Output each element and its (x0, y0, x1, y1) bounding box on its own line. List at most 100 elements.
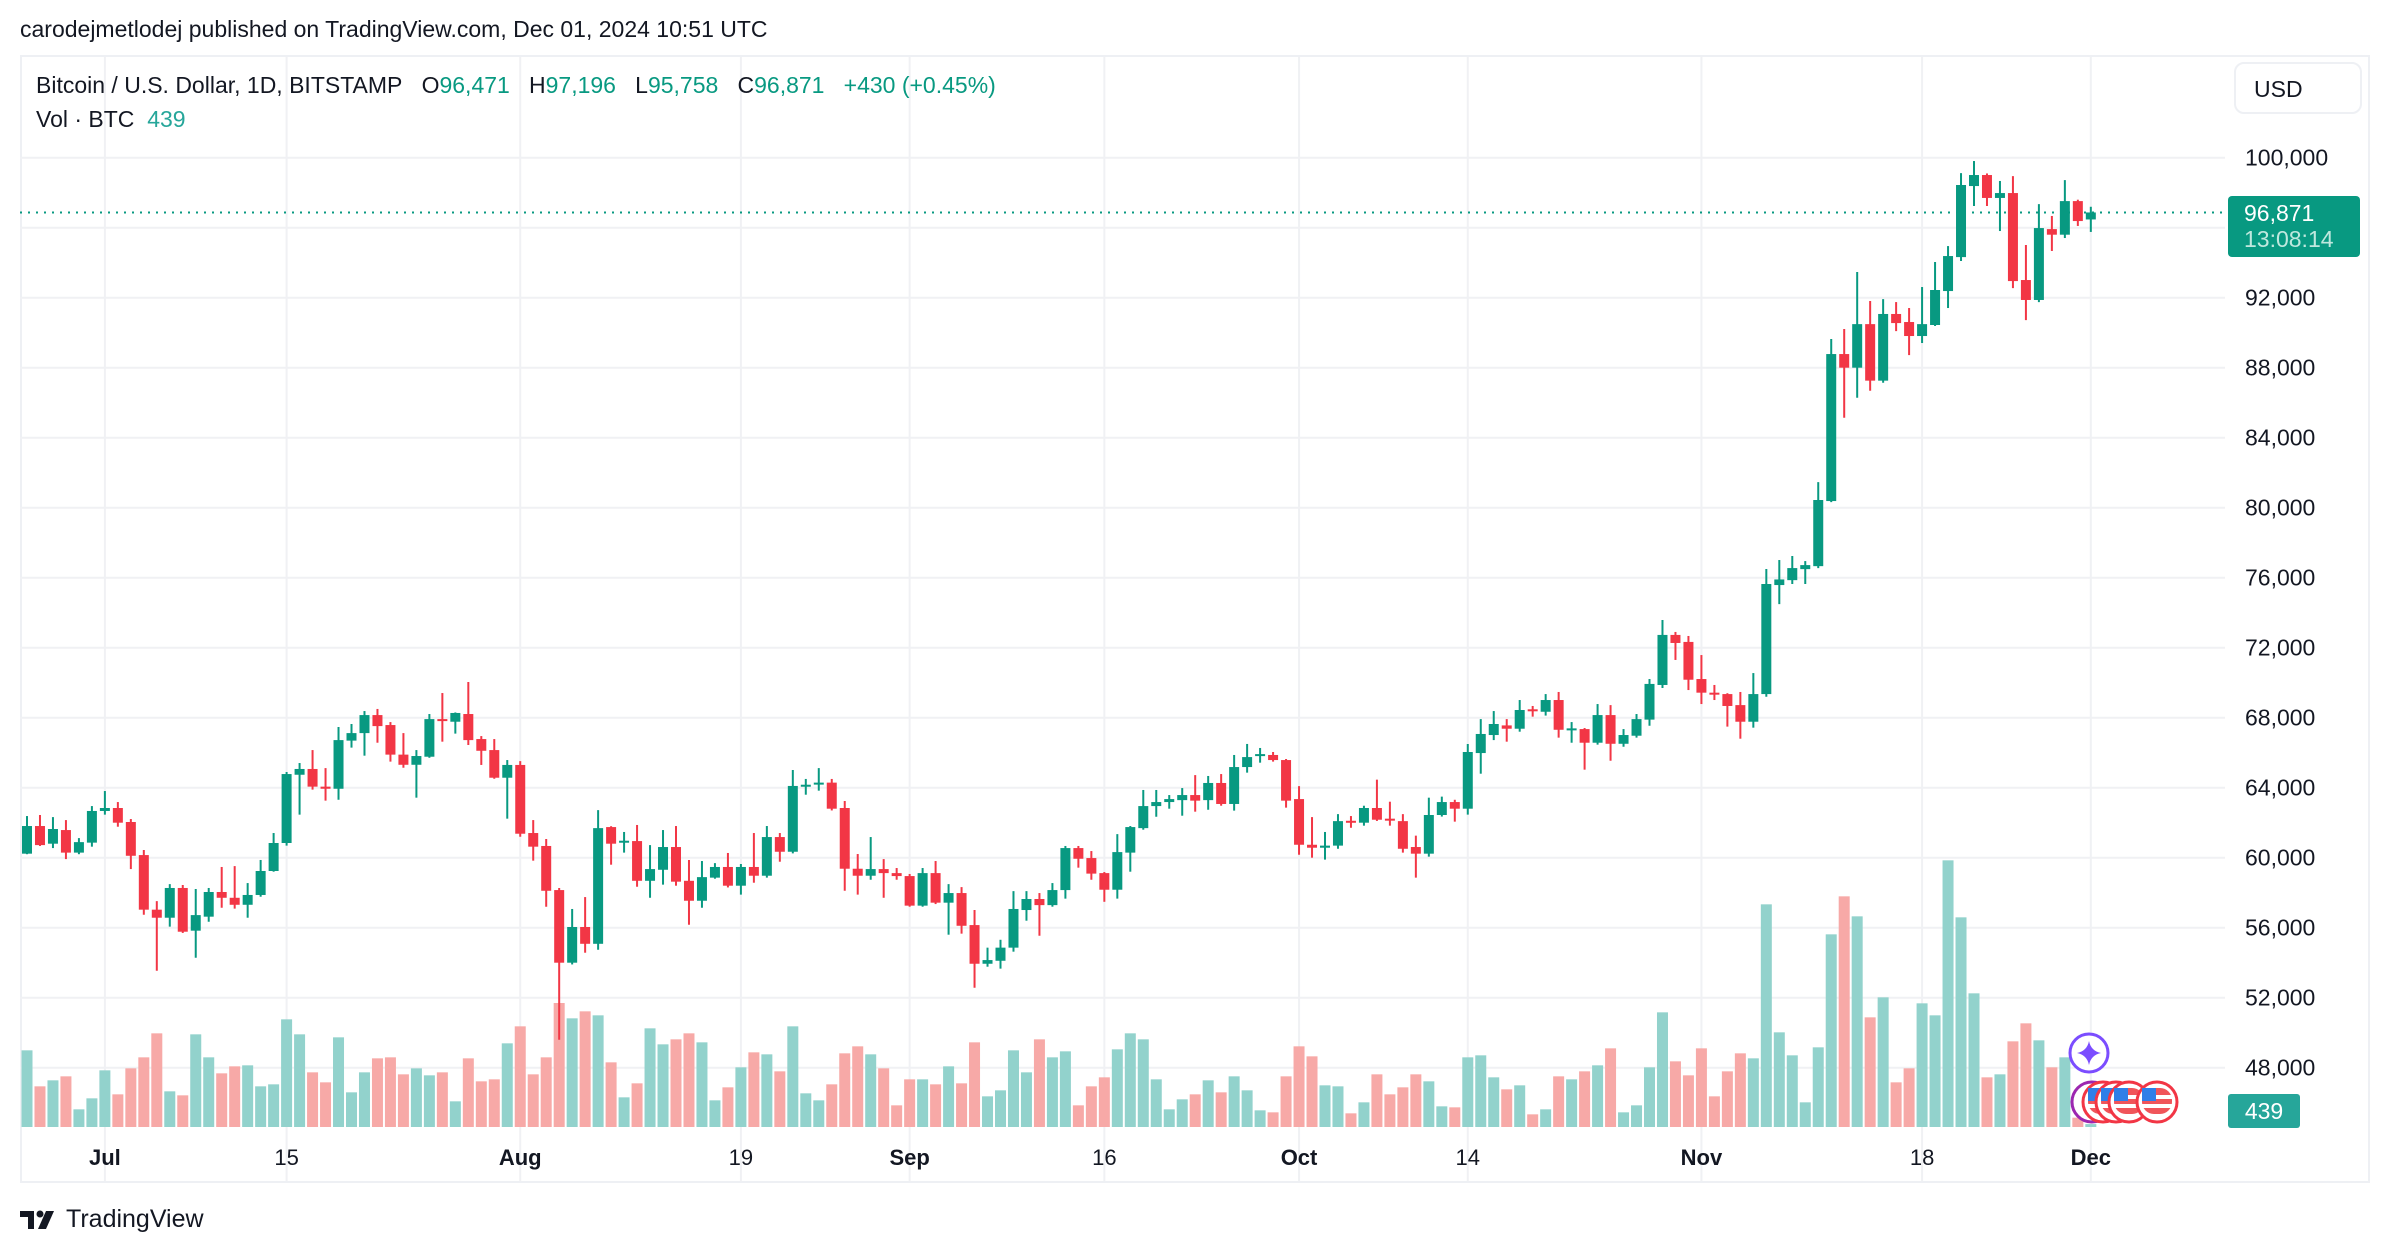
candle[interactable] (359, 711, 370, 756)
candle[interactable] (1371, 779, 1382, 821)
candle[interactable] (125, 819, 136, 870)
candle[interactable] (1994, 180, 2005, 232)
candle[interactable] (1800, 561, 1811, 584)
candle[interactable] (1436, 796, 1447, 817)
candle[interactable] (658, 830, 669, 885)
candle[interactable] (554, 887, 565, 1040)
candle[interactable] (1981, 173, 1992, 206)
candle[interactable] (229, 866, 240, 909)
candle[interactable] (709, 863, 720, 879)
candle[interactable] (696, 861, 707, 908)
candle[interactable] (995, 939, 1006, 969)
candle[interactable] (1683, 635, 1694, 691)
candle[interactable] (683, 859, 694, 925)
candle[interactable] (1138, 789, 1149, 830)
candle[interactable] (826, 778, 837, 811)
candle[interactable] (515, 761, 526, 837)
candle[interactable] (774, 833, 785, 862)
candle[interactable] (1021, 891, 1032, 921)
candle[interactable] (1514, 700, 1525, 732)
candle[interactable] (1956, 173, 1967, 261)
candle[interactable] (1813, 482, 1824, 569)
candle[interactable] (1358, 805, 1369, 826)
candle[interactable] (164, 884, 175, 927)
candle[interactable] (917, 868, 928, 907)
candle[interactable] (761, 826, 772, 878)
candle[interactable] (839, 801, 850, 891)
candle[interactable] (1657, 620, 1668, 688)
candle[interactable] (2046, 215, 2057, 251)
candle[interactable] (1060, 845, 1071, 899)
candle[interactable] (1229, 754, 1240, 811)
candle[interactable] (1852, 271, 1863, 398)
candle[interactable] (1527, 705, 1538, 717)
candle[interactable] (1216, 774, 1227, 806)
candle[interactable] (86, 806, 97, 847)
candle[interactable] (1553, 691, 1564, 738)
candle[interactable] (502, 760, 513, 819)
candle[interactable] (1242, 743, 1253, 773)
candle[interactable] (216, 866, 227, 908)
candle[interactable] (99, 791, 110, 815)
candle[interactable] (943, 884, 954, 935)
candle[interactable] (1501, 719, 1512, 742)
candle[interactable] (1839, 329, 1850, 418)
candle[interactable] (619, 831, 630, 853)
candle[interactable] (735, 864, 746, 895)
candle[interactable] (242, 883, 253, 918)
candle[interactable] (1307, 817, 1318, 858)
candle[interactable] (982, 947, 993, 967)
candle[interactable] (47, 817, 58, 849)
candle[interactable] (2059, 180, 2070, 239)
candle[interactable] (800, 778, 811, 795)
candle[interactable] (463, 682, 474, 745)
candle[interactable] (930, 861, 941, 905)
candle[interactable] (1073, 845, 1084, 868)
candle[interactable] (1891, 302, 1902, 332)
candle[interactable] (450, 712, 461, 734)
candle[interactable] (1631, 714, 1642, 738)
candle[interactable] (1579, 728, 1590, 770)
candle[interactable] (1294, 786, 1305, 855)
candle[interactable] (294, 763, 305, 815)
candle[interactable] (567, 908, 578, 965)
candle[interactable] (22, 816, 32, 855)
candle[interactable] (476, 736, 487, 765)
candle[interactable] (1475, 719, 1486, 774)
candle[interactable] (1618, 729, 1629, 747)
candle[interactable] (1540, 694, 1551, 716)
candle[interactable] (1566, 722, 1577, 743)
candle[interactable] (1047, 883, 1058, 907)
candle[interactable] (1670, 631, 1681, 660)
candle[interactable] (1917, 287, 1928, 344)
candle[interactable] (865, 837, 876, 880)
candle[interactable] (411, 750, 422, 798)
candle[interactable] (34, 815, 45, 846)
candle[interactable] (424, 714, 435, 758)
candle[interactable] (437, 693, 448, 742)
candle[interactable] (255, 859, 266, 897)
candle[interactable] (1904, 308, 1915, 356)
candle[interactable] (1943, 246, 1954, 309)
candle[interactable] (203, 887, 214, 922)
candle[interactable] (1462, 743, 1473, 815)
candle[interactable] (268, 833, 279, 872)
candle[interactable] (722, 852, 733, 888)
candle[interactable] (969, 910, 980, 988)
candle[interactable] (891, 868, 902, 880)
candle[interactable] (956, 887, 967, 934)
candle[interactable] (528, 820, 539, 861)
candle[interactable] (60, 820, 71, 860)
candle[interactable] (645, 845, 656, 898)
candle[interactable] (632, 824, 643, 887)
candle[interactable] (1878, 299, 1889, 383)
candle[interactable] (1696, 655, 1707, 705)
candle[interactable] (1709, 684, 1720, 701)
candle[interactable] (1320, 831, 1330, 860)
candle[interactable] (1748, 673, 1759, 728)
candle[interactable] (1008, 891, 1019, 952)
candle[interactable] (1644, 679, 1655, 726)
candle[interactable] (606, 826, 617, 865)
candle[interactable] (1397, 814, 1408, 853)
candle[interactable] (398, 733, 409, 768)
